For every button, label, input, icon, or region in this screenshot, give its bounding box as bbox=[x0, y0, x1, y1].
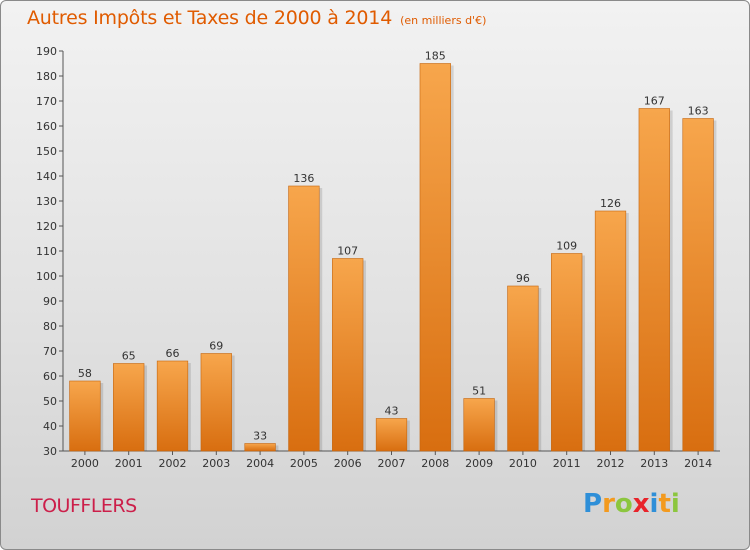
y-tick-label: 100 bbox=[36, 270, 57, 283]
y-tick-label: 70 bbox=[43, 345, 57, 358]
bar-2014 bbox=[682, 118, 714, 452]
logo-letter: r bbox=[602, 489, 615, 519]
data-labels: 58 65 66 69 33 136 107 43 185 51 96 109 126 167 163 bbox=[78, 50, 709, 443]
data-label: 167 bbox=[644, 95, 665, 108]
data-label: 51 bbox=[472, 385, 486, 398]
bar-2011 bbox=[551, 253, 583, 452]
bar-2005 bbox=[288, 185, 320, 452]
bar-2002 bbox=[156, 360, 189, 452]
x-tick-label: 2013 bbox=[640, 457, 668, 470]
y-tick-label: 160 bbox=[36, 120, 57, 133]
y-tick-label: 150 bbox=[36, 145, 57, 158]
bar-2008 bbox=[419, 63, 451, 452]
commune-name: TOUFFLERS bbox=[31, 495, 137, 517]
data-label: 43 bbox=[385, 405, 399, 418]
x-tick-label: 2005 bbox=[290, 457, 318, 470]
x-tick-label: 2011 bbox=[553, 457, 581, 470]
bars bbox=[69, 63, 717, 452]
bar-2009 bbox=[463, 398, 495, 452]
x-tick-label: 2002 bbox=[159, 457, 187, 470]
data-label: 65 bbox=[122, 350, 136, 363]
data-label: 185 bbox=[425, 50, 446, 63]
x-tick-label: 2009 bbox=[465, 457, 493, 470]
y-tick-label: 50 bbox=[43, 395, 57, 408]
data-label: 58 bbox=[78, 367, 92, 380]
logo-letter: i bbox=[649, 489, 659, 519]
y-tick-label: 180 bbox=[36, 70, 57, 83]
x-tick-label: 2006 bbox=[334, 457, 362, 470]
bar-2000 bbox=[69, 380, 101, 452]
chart-unit: (en milliers d'€) bbox=[400, 14, 487, 27]
y-tick-label: 120 bbox=[36, 220, 57, 233]
x-tick-label: 2014 bbox=[684, 457, 712, 470]
data-label: 136 bbox=[293, 172, 314, 185]
y-tick-label: 170 bbox=[36, 95, 57, 108]
bar-2006 bbox=[332, 258, 364, 452]
proxiti-logo: Proxiti bbox=[583, 489, 680, 519]
y-tick-label: 110 bbox=[36, 245, 57, 258]
x-tick-label: 2012 bbox=[597, 457, 625, 470]
logo-letter: t bbox=[658, 489, 671, 519]
bar-2004 bbox=[244, 443, 276, 452]
y-tick-label: 90 bbox=[43, 295, 57, 308]
x-tick-label: 2004 bbox=[246, 457, 274, 470]
y-tick-label: 130 bbox=[36, 195, 57, 208]
bar-2010 bbox=[507, 285, 539, 452]
y-tick-label: 60 bbox=[43, 370, 57, 383]
bar-2003 bbox=[200, 353, 232, 452]
y-tick-label: 80 bbox=[43, 320, 57, 333]
logo-letter: o bbox=[614, 489, 633, 519]
y-tick-label: 40 bbox=[43, 420, 57, 433]
x-tick-label: 2000 bbox=[71, 457, 99, 470]
bar-2013 bbox=[638, 108, 670, 452]
bar-2007 bbox=[375, 418, 408, 452]
x-tick-label: 2008 bbox=[421, 457, 449, 470]
data-label: 109 bbox=[556, 240, 577, 253]
logo-letter: P bbox=[583, 489, 603, 519]
x-tick-label: 2001 bbox=[115, 457, 143, 470]
logo-letter: i bbox=[670, 489, 680, 519]
logo-letter: x bbox=[632, 489, 650, 519]
bar-2001 bbox=[113, 363, 145, 452]
chart-title: Autres Impôts et Taxes de 2000 à 2014 bbox=[27, 7, 393, 29]
x-tick-label: 2003 bbox=[202, 457, 230, 470]
data-label: 66 bbox=[166, 347, 180, 360]
data-label: 126 bbox=[600, 197, 621, 210]
data-label: 96 bbox=[516, 272, 530, 285]
data-label: 107 bbox=[337, 245, 358, 258]
data-label: 69 bbox=[209, 340, 223, 353]
chart-title-block: Autres Impôts et Taxes de 2000 à 2014 (en… bbox=[27, 7, 486, 29]
x-tick-label: 2007 bbox=[378, 457, 406, 470]
data-label: 33 bbox=[253, 430, 267, 443]
data-label: 163 bbox=[688, 105, 709, 118]
bar-2012 bbox=[594, 210, 627, 452]
x-tick-label: 2010 bbox=[509, 457, 537, 470]
y-tick-label: 140 bbox=[36, 170, 57, 183]
y-tick-label: 30 bbox=[43, 445, 57, 458]
y-tick-label: 190 bbox=[36, 45, 57, 58]
